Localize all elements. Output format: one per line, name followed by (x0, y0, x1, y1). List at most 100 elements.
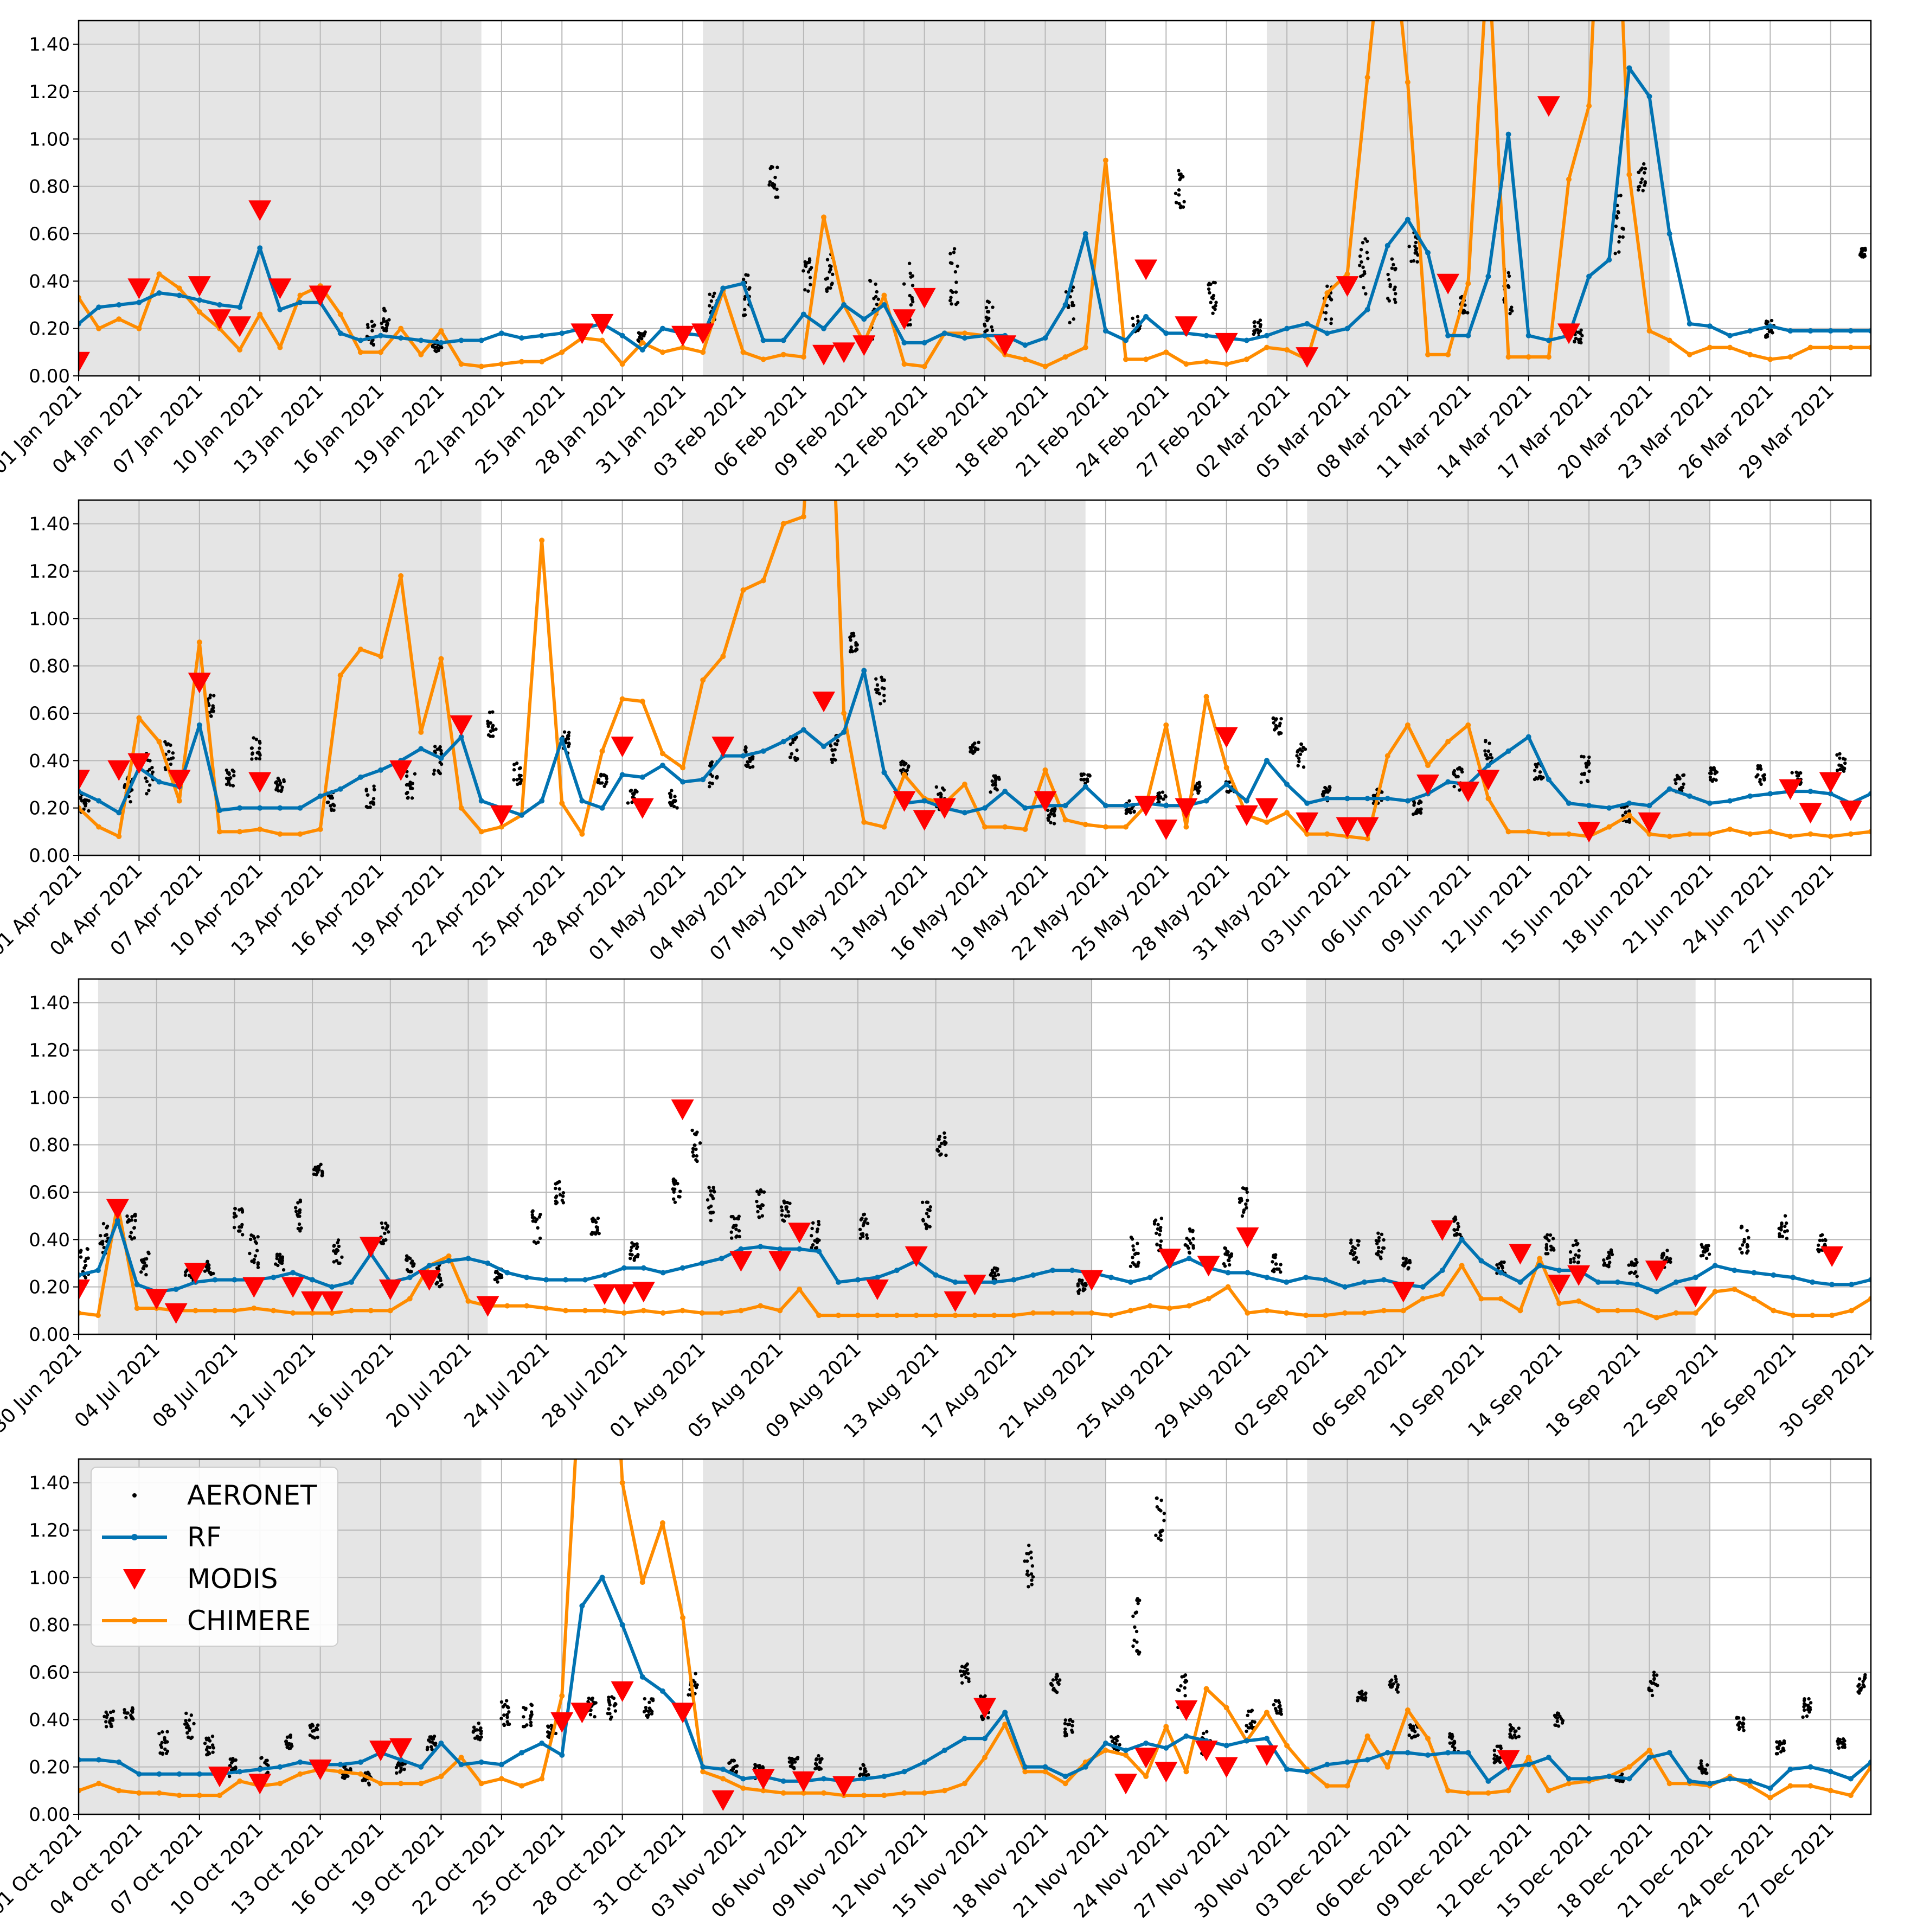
aeronet-point (99, 1233, 102, 1238)
rf-point (1626, 1776, 1632, 1782)
aeronet-point (1643, 181, 1647, 185)
modis-marker (1497, 1750, 1520, 1771)
aeronet-point (473, 1736, 477, 1740)
y-tick-label: 1.00 (29, 1087, 70, 1109)
rf-point (465, 1256, 471, 1262)
aeronet-point (1113, 1741, 1117, 1745)
aeronet-point (693, 1143, 697, 1147)
aeronet-point (225, 776, 229, 781)
aeronet-point (1373, 794, 1377, 798)
aeronet-point (567, 731, 571, 734)
chimere-point (337, 1769, 343, 1775)
rf-point (438, 1741, 444, 1746)
rf-point (1102, 803, 1108, 809)
modis-marker (550, 1712, 574, 1733)
aeronet-point (1780, 1222, 1784, 1226)
rf-point (961, 335, 967, 341)
aeronet-point (668, 791, 672, 796)
aeronet-point (1502, 1260, 1506, 1264)
aeronet-point (707, 785, 711, 789)
aeronet-point (788, 1764, 793, 1768)
rf-point (1586, 273, 1592, 279)
aeronet-point (650, 1712, 654, 1716)
aeronet-point (531, 1219, 535, 1223)
aeronet-point (1705, 1249, 1709, 1252)
aeronet-point (1627, 1263, 1631, 1267)
chimere-point (1556, 1301, 1562, 1307)
aeronet-point (967, 1677, 971, 1681)
aeronet-point (332, 1260, 336, 1264)
aeronet-point (1633, 1263, 1638, 1267)
aeronet-point (1134, 1264, 1138, 1268)
aeronet-point (636, 338, 640, 342)
rf-point (1002, 1710, 1008, 1716)
aeronet-point (1129, 811, 1133, 815)
aeronet-point (1514, 1736, 1518, 1739)
aeronet-point (258, 757, 262, 761)
aeronet-point (1756, 767, 1760, 771)
aeronet-point (708, 304, 711, 308)
aeronet-point (1764, 335, 1768, 339)
shaded-span (703, 1459, 1106, 1814)
aeronet-point (294, 1206, 298, 1210)
aeronet-point (169, 762, 173, 766)
aeronet-point (145, 792, 149, 796)
aeronet-point (1136, 1601, 1140, 1605)
y-tick-label: 1.20 (29, 1040, 70, 1061)
chimere-point (621, 1310, 627, 1316)
aeronet-point (210, 1735, 215, 1738)
aeronet-point (1027, 1543, 1031, 1547)
rf-point (1485, 763, 1491, 769)
rf-point (1304, 321, 1310, 327)
aeronet-point (1762, 773, 1766, 777)
rf-point (317, 793, 323, 799)
aeronet-point (1463, 303, 1467, 307)
aeronet-point (371, 343, 375, 347)
modis-marker (729, 1251, 753, 1272)
aeronet-point (587, 1696, 591, 1700)
modis-marker (320, 1291, 344, 1312)
aeronet-point (1207, 287, 1211, 291)
aeronet-point (87, 809, 91, 813)
chimere-line (79, 21, 1871, 368)
aeronet-point (950, 261, 954, 265)
aeronet-point (1394, 292, 1397, 296)
chimere-point (740, 1785, 746, 1791)
rf-point (599, 1575, 605, 1581)
aeronet-point (1652, 1673, 1656, 1677)
aeronet-point (708, 1211, 712, 1214)
aeronet-point (1843, 761, 1847, 765)
plot-area (79, 1459, 1871, 1811)
aeronet-point (934, 785, 939, 789)
chimere-point (1022, 826, 1028, 832)
aeronet-point (590, 1217, 594, 1221)
modis-marker (893, 791, 916, 812)
aeronet-point (775, 165, 779, 169)
aeronet-point (405, 1254, 409, 1258)
aeronet-point (1745, 1251, 1749, 1255)
rf-point (1606, 257, 1612, 263)
aeronet-point (1393, 1674, 1397, 1679)
aeronet-point (1863, 1673, 1867, 1677)
rf-point (1828, 328, 1833, 334)
aeronet-point (486, 724, 490, 728)
aeronet-point (521, 1725, 525, 1729)
rf-point (1123, 803, 1129, 809)
aeronet-point (1162, 1519, 1166, 1522)
modis-marker (490, 805, 513, 826)
rf-point (1439, 1268, 1445, 1274)
aeronet-point (1408, 1726, 1412, 1730)
rf-point (1687, 321, 1692, 327)
aeronet-point (806, 270, 811, 274)
aeronet-point (708, 781, 712, 785)
aeronet-point (1086, 773, 1090, 777)
aeronet-point (387, 318, 391, 322)
aeronet-point (1365, 239, 1369, 244)
chimere-point (679, 1308, 685, 1314)
rf-point (1445, 332, 1451, 338)
aeronet-point (1456, 767, 1460, 771)
chimere-point (1223, 361, 1229, 367)
aeronet-point (642, 334, 646, 338)
aeronet-point (1363, 237, 1367, 241)
rf-point (777, 1246, 783, 1252)
